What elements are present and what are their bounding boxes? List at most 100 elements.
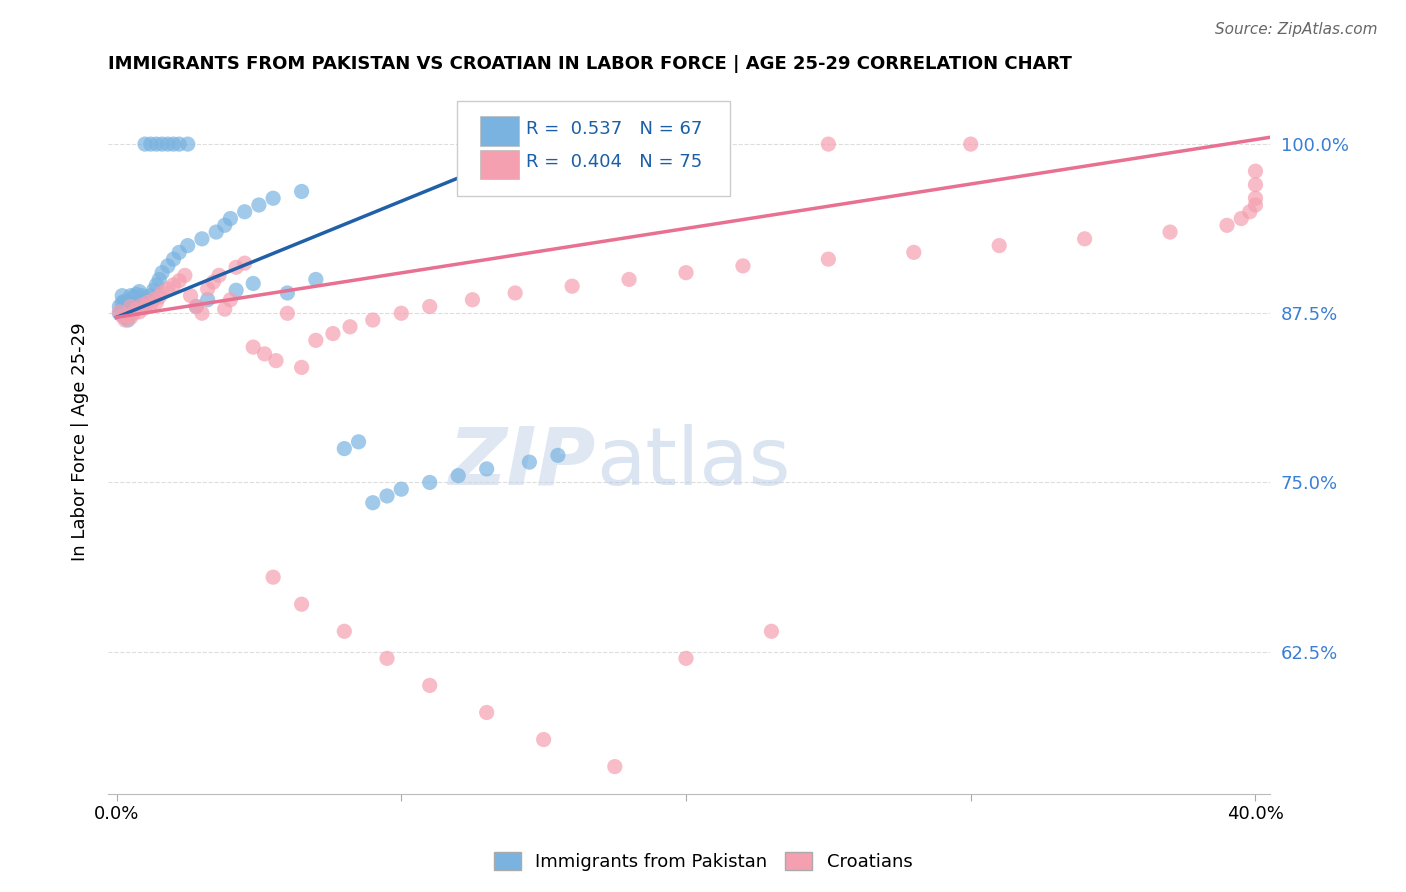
Point [114, 302, 136, 317]
Point [191, 232, 214, 246]
Point [142, 283, 165, 297]
Point [675, 266, 697, 280]
Point [561, 279, 583, 293]
Point [959, 137, 981, 152]
Point [150, 137, 173, 152]
Point [419, 300, 441, 314]
Point [114, 294, 136, 309]
Point [134, 300, 156, 314]
Point [180, 288, 202, 302]
Point [108, 305, 131, 319]
Point [817, 137, 839, 152]
Point [262, 570, 284, 584]
Point [1244, 178, 1267, 192]
Point [617, 272, 640, 286]
Point [347, 434, 370, 449]
Point [122, 290, 145, 304]
Point [675, 651, 697, 665]
Text: R =  0.404   N = 75: R = 0.404 N = 75 [526, 153, 703, 171]
Point [322, 326, 344, 341]
Point [173, 268, 195, 283]
Point [131, 298, 153, 312]
Text: Source: ZipAtlas.com: Source: ZipAtlas.com [1215, 22, 1378, 37]
Point [120, 300, 142, 314]
Text: ZIP: ZIP [449, 424, 596, 502]
Point [903, 245, 925, 260]
Point [120, 297, 142, 311]
Point [375, 651, 398, 665]
Point [1230, 211, 1253, 226]
Point [108, 306, 131, 320]
Point [148, 290, 170, 304]
Point [305, 272, 328, 286]
Point [125, 295, 148, 310]
Point [177, 238, 200, 252]
Point [167, 274, 190, 288]
Point [125, 287, 148, 301]
Point [225, 260, 247, 275]
FancyBboxPatch shape [479, 116, 519, 145]
Point [162, 277, 184, 292]
Point [503, 285, 526, 300]
Point [197, 293, 219, 307]
Point [503, 137, 526, 152]
Point [191, 306, 214, 320]
Point [242, 277, 264, 291]
Point [233, 204, 256, 219]
Point [117, 295, 139, 310]
Point [139, 288, 162, 302]
Point [219, 293, 242, 307]
Point [145, 137, 167, 152]
Point [333, 442, 356, 456]
Point [242, 340, 264, 354]
Point [111, 302, 134, 317]
Point [389, 306, 412, 320]
Point [148, 272, 170, 286]
Point [117, 309, 139, 323]
Point [156, 137, 179, 152]
Point [761, 624, 783, 639]
FancyBboxPatch shape [479, 150, 519, 179]
Point [177, 137, 200, 152]
Point [111, 309, 134, 323]
Point [262, 191, 284, 205]
Point [167, 137, 190, 152]
Legend: Immigrants from Pakistan, Croatians: Immigrants from Pakistan, Croatians [486, 845, 920, 879]
Point [731, 259, 754, 273]
Point [134, 301, 156, 315]
Point [202, 275, 225, 289]
Point [108, 300, 131, 314]
Point [305, 334, 328, 348]
Point [461, 293, 484, 307]
Point [533, 732, 555, 747]
Point [120, 310, 142, 325]
Point [117, 305, 139, 319]
Point [219, 211, 242, 226]
Point [128, 305, 150, 319]
Point [120, 288, 142, 302]
Point [253, 347, 276, 361]
Point [150, 285, 173, 300]
Point [128, 285, 150, 299]
Point [122, 306, 145, 320]
Point [131, 297, 153, 311]
Point [519, 455, 541, 469]
Point [333, 624, 356, 639]
Y-axis label: In Labor Force | Age 25-29: In Labor Force | Age 25-29 [72, 323, 89, 561]
Point [375, 489, 398, 503]
Point [675, 137, 697, 152]
Point [205, 225, 228, 239]
Point [122, 298, 145, 312]
Point [214, 302, 236, 317]
Point [475, 706, 498, 720]
Text: IMMIGRANTS FROM PAKISTAN VS CROATIAN IN LABOR FORCE | AGE 25-29 CORRELATION CHAR: IMMIGRANTS FROM PAKISTAN VS CROATIAN IN … [108, 55, 1071, 73]
Point [139, 137, 162, 152]
Point [117, 313, 139, 327]
Point [114, 310, 136, 325]
Point [817, 252, 839, 267]
Point [276, 306, 298, 320]
Point [136, 295, 159, 310]
Point [1239, 204, 1261, 219]
Point [419, 678, 441, 692]
Point [291, 597, 314, 611]
